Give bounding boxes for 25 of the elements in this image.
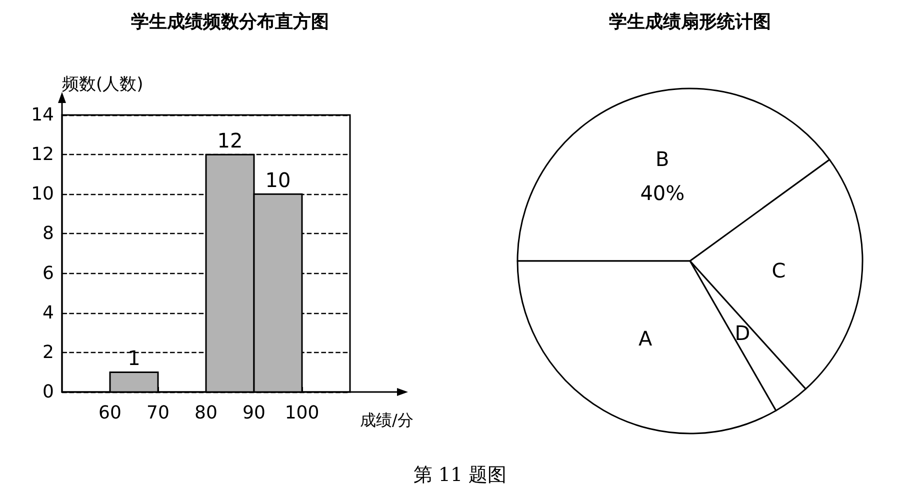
slice-label: D [734, 321, 750, 346]
slice-label: C [772, 258, 786, 282]
y-tick-label: 14 [31, 104, 54, 126]
chart-title: 学生成绩扇形统计图 [609, 12, 771, 32]
slice-label: A [638, 326, 652, 350]
y-axis-title: 频数(人数) [62, 74, 144, 94]
text: 第 11 题图 [412, 463, 508, 488]
x-tick-label: 60 [98, 402, 122, 424]
y-tick-label: 2 [42, 342, 54, 363]
y-tick-label: 4 [42, 302, 54, 324]
y-tick-label: 0 [42, 382, 54, 402]
y-tick-label: 8 [42, 223, 54, 244]
slice-label: B [656, 147, 670, 172]
chart-title: 学生成绩频数分布直方图 [131, 12, 329, 32]
data-label: 12 [217, 128, 243, 153]
x-tick-label: 80 [194, 402, 218, 424]
y-tick-label: 12 [31, 144, 54, 166]
data-label: 40% [640, 181, 685, 206]
x-tick-label: 100 [284, 402, 320, 424]
data-label: 10 [265, 168, 291, 192]
x-tick-label: 70 [146, 402, 170, 424]
y-tick-label: 6 [42, 262, 54, 284]
y-tick-label: 10 [31, 184, 54, 205]
x-axis-title: 成绩/分 [360, 410, 414, 430]
x-tick-label: 90 [242, 402, 266, 424]
